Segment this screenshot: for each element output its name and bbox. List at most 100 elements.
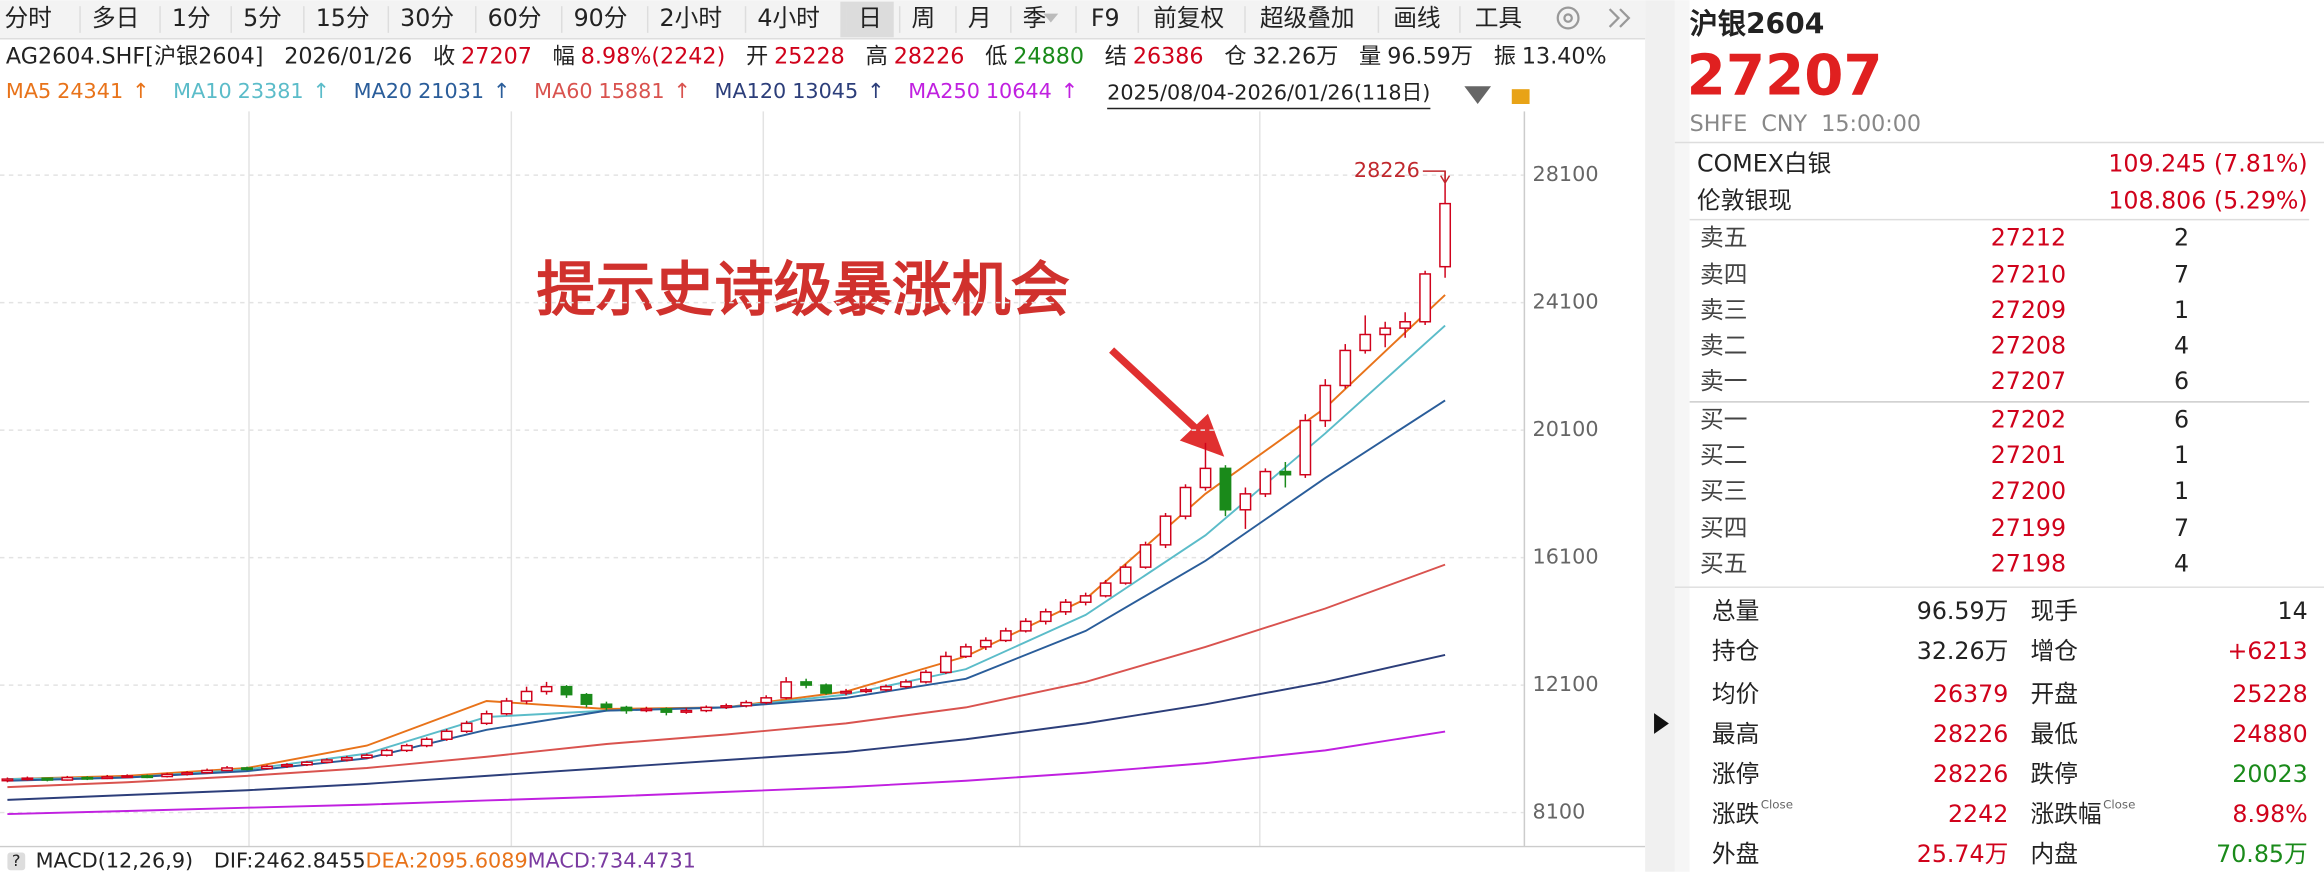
help-icon[interactable] xyxy=(7,852,26,871)
dropdown-caret[interactable] xyxy=(1043,13,1059,23)
book-label: 买五 xyxy=(1700,549,1747,577)
book-price: 27198 xyxy=(1991,549,2066,577)
period-tab[interactable]: 日 xyxy=(858,4,882,32)
macd-value: DIF:2462.8455 xyxy=(214,848,366,872)
stat-value: 25.74万 xyxy=(1917,840,2009,868)
candle-body xyxy=(959,646,972,658)
ma-line xyxy=(7,563,1446,789)
period-tab[interactable]: 60分 xyxy=(488,4,542,32)
ma-name: MA60 xyxy=(534,79,593,103)
stat-value: 20023 xyxy=(2232,760,2307,788)
y-tick-label: 20100 xyxy=(1533,417,1599,441)
book-qty: 2 xyxy=(2174,223,2189,251)
book-label: 买二 xyxy=(1700,441,1747,469)
period-tab[interactable]: 5分 xyxy=(243,4,282,32)
ma-name: MA5 xyxy=(6,79,51,103)
candle-body xyxy=(320,759,333,763)
tool-button[interactable]: F9 xyxy=(1091,4,1120,32)
ma-line xyxy=(7,399,1446,782)
candle-body xyxy=(360,754,373,759)
candle-body xyxy=(640,708,653,712)
period-tab[interactable]: 15分 xyxy=(316,4,370,32)
candle-body xyxy=(1199,467,1212,489)
candle-body xyxy=(61,776,74,781)
info-value: 8.98%(2242) xyxy=(581,43,725,69)
y-tick-label: 24100 xyxy=(1533,290,1599,314)
high-pointer-head xyxy=(1440,175,1451,185)
period-tab[interactable]: 30分 xyxy=(400,4,454,32)
stat-label: 增仓 xyxy=(2031,637,2078,665)
period-tab[interactable]: 月 xyxy=(968,4,992,32)
period-tab[interactable]: 4小时 xyxy=(757,4,820,32)
book-qty: 6 xyxy=(2174,406,2189,434)
book-label: 卖五 xyxy=(1700,223,1747,251)
book-price: 27207 xyxy=(1991,367,2066,395)
ref-name: COMEX白银 xyxy=(1697,149,1831,177)
stat-label: 涨跌幅 xyxy=(2031,800,2102,828)
candle-body xyxy=(21,777,34,781)
tool-button[interactable]: 画线 xyxy=(1393,4,1440,32)
ma-line xyxy=(7,730,1446,816)
stat-value: 28226 xyxy=(1933,760,2008,788)
candle-body xyxy=(680,709,693,713)
candle-body xyxy=(1179,486,1192,517)
ma-legend: MA5 24341 ↑ MA10 23381 ↑ MA20 21031 ↑ MA60 15881 ↑ M… xyxy=(6,79,1078,103)
candle-body xyxy=(999,630,1012,642)
candle-body xyxy=(1279,470,1292,476)
info-label: 仓 xyxy=(1224,43,1246,69)
info-value: 32.26万 xyxy=(1252,43,1338,69)
candle-body xyxy=(121,775,134,779)
macd-row: MACD(12,26,9) DIF:2462.8455DEA:2095.6089M… xyxy=(36,848,696,872)
candle-body xyxy=(900,681,912,688)
candle-body xyxy=(1319,384,1332,422)
candle-body xyxy=(660,708,673,713)
period-tab[interactable]: 分时 xyxy=(4,4,51,32)
book-price: 27202 xyxy=(1991,406,2066,434)
stat-value: 25228 xyxy=(2232,680,2307,708)
book-price: 27212 xyxy=(1991,223,2066,251)
stat-label: 最高 xyxy=(1712,720,1759,748)
candle-body xyxy=(700,706,713,712)
candle-body xyxy=(1339,349,1352,387)
book-label: 买一 xyxy=(1700,406,1747,434)
stat-value: 8.98% xyxy=(2232,800,2307,828)
candle-body xyxy=(420,738,433,747)
y-tick-label: 12100 xyxy=(1533,672,1599,696)
candle-body xyxy=(840,690,852,694)
tool-button[interactable]: 工具 xyxy=(1475,4,1522,32)
period-tab[interactable]: 季 xyxy=(1023,4,1047,32)
range-dropdown[interactable] xyxy=(1464,86,1492,104)
high-label: 28226 xyxy=(1354,158,1420,182)
candle-body xyxy=(1159,515,1172,546)
book-qty: 4 xyxy=(2174,332,2189,360)
macd-title: MACD(12,26,9) xyxy=(36,848,194,872)
y-tick-label: 8100 xyxy=(1533,800,1586,824)
candle-body xyxy=(919,671,932,683)
v-grid xyxy=(248,111,1261,847)
candle-body xyxy=(540,685,553,693)
period-tab[interactable]: 多日 xyxy=(92,4,139,32)
lock-icon[interactable] xyxy=(1511,89,1530,104)
period-tab[interactable]: 2小时 xyxy=(660,4,723,32)
tool-button[interactable]: 前复权 xyxy=(1153,4,1224,32)
candle-body xyxy=(241,767,253,771)
ma-line xyxy=(7,653,1446,801)
candle-body xyxy=(41,777,54,781)
stat-value: 24880 xyxy=(2232,720,2307,748)
divider[interactable] xyxy=(1645,0,1675,872)
book-price: 27200 xyxy=(1991,477,2066,505)
info-value: 26386 xyxy=(1133,43,1204,69)
period-tab[interactable]: 1分 xyxy=(172,4,211,32)
candle-body xyxy=(1019,620,1032,632)
ma-arrow: ↑ xyxy=(132,79,149,103)
ma-name: MA10 xyxy=(173,79,232,103)
tool-button[interactable]: 超级叠加 xyxy=(1260,4,1355,32)
collapse-arrow[interactable] xyxy=(1654,713,1669,734)
y-tick-label: 16100 xyxy=(1533,545,1599,569)
candle-body xyxy=(1,778,14,782)
period-tab[interactable]: 90分 xyxy=(574,4,628,32)
stat-label: 现手 xyxy=(2031,597,2078,625)
period-tab[interactable]: 周 xyxy=(912,4,936,32)
toolbar-icons[interactable] xyxy=(1556,6,1631,30)
